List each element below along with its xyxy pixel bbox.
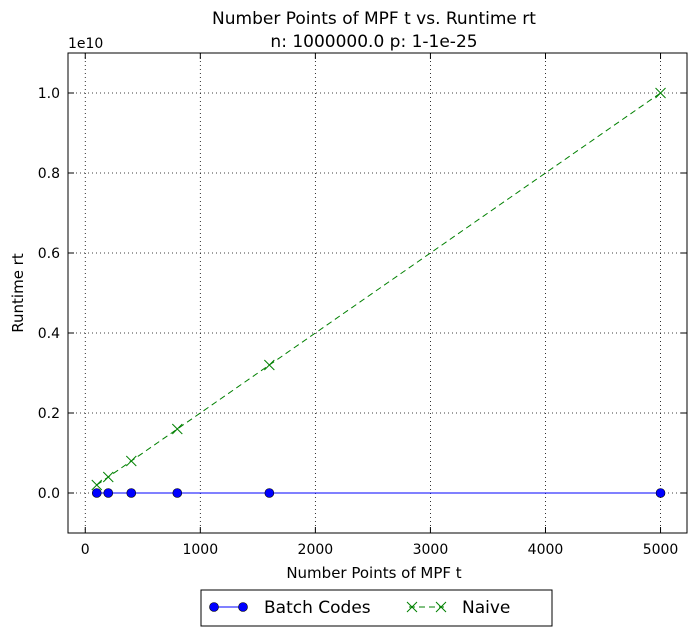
legend-marker bbox=[406, 601, 418, 613]
x-tick-label: 3000 bbox=[413, 542, 449, 558]
data-point-naive bbox=[263, 359, 275, 371]
chart-title: Number Points of MPF t vs. Runtime rt bbox=[212, 9, 536, 29]
x-tick-label: 1000 bbox=[182, 542, 218, 558]
data-point-batch-codes bbox=[264, 488, 275, 498]
data-point-naive bbox=[655, 87, 666, 99]
legend-marker bbox=[238, 602, 248, 612]
legend: Batch Codes Naive bbox=[200, 589, 553, 627]
data-point-batch-codes bbox=[126, 488, 137, 498]
y-tick-label: 0.0 bbox=[38, 486, 60, 502]
legend-item-naive: Naive bbox=[406, 598, 510, 618]
y-tick-label: 0.4 bbox=[38, 326, 60, 342]
y-axis-ticks: 0.0 0.2 0.4 0.6 0.8 1.0 bbox=[38, 86, 687, 502]
data-point-batch-codes bbox=[91, 488, 102, 498]
data-point-naive bbox=[102, 471, 114, 483]
legend-box bbox=[200, 589, 553, 627]
legend-item-batch-codes: Batch Codes bbox=[209, 598, 371, 618]
series-naive bbox=[91, 87, 666, 491]
y-axis-label: Runtime rt bbox=[9, 253, 27, 333]
data-point-batch-codes bbox=[655, 488, 666, 498]
x-tick-label: 0 bbox=[81, 542, 90, 558]
series-layer bbox=[91, 87, 666, 498]
legend-label: Batch Codes bbox=[264, 598, 371, 618]
chart-subtitle: n: 1000000.0 p: 1-1e-25 bbox=[270, 32, 477, 52]
y-tick-label: 0.8 bbox=[38, 166, 60, 182]
data-point-naive bbox=[91, 479, 103, 491]
x-tick-label: 2000 bbox=[298, 542, 334, 558]
y-tick-label: 1.0 bbox=[38, 86, 60, 102]
y-tick-label: 0.2 bbox=[38, 406, 60, 422]
legend-marker bbox=[435, 601, 447, 613]
series-line-naive bbox=[96, 92, 661, 486]
y-scale-label: 1e10 bbox=[68, 36, 103, 52]
y-tick-label: 0.6 bbox=[38, 246, 60, 262]
x-tick-label: 5000 bbox=[643, 542, 679, 558]
grid bbox=[68, 53, 687, 533]
x-tick-label: 4000 bbox=[528, 542, 564, 558]
legend-marker bbox=[209, 602, 219, 612]
legend-label: Naive bbox=[462, 598, 510, 618]
series-batch-codes bbox=[91, 488, 666, 498]
x-axis-label: Number Points of MPF t bbox=[286, 564, 461, 582]
data-point-batch-codes bbox=[103, 488, 114, 498]
x-axis-ticks: 0 1000 2000 3000 4000 5000 bbox=[81, 53, 679, 558]
data-point-batch-codes bbox=[172, 488, 183, 498]
data-point-naive bbox=[125, 455, 137, 467]
data-point-naive bbox=[171, 423, 183, 435]
plot-frame bbox=[67, 52, 688, 534]
